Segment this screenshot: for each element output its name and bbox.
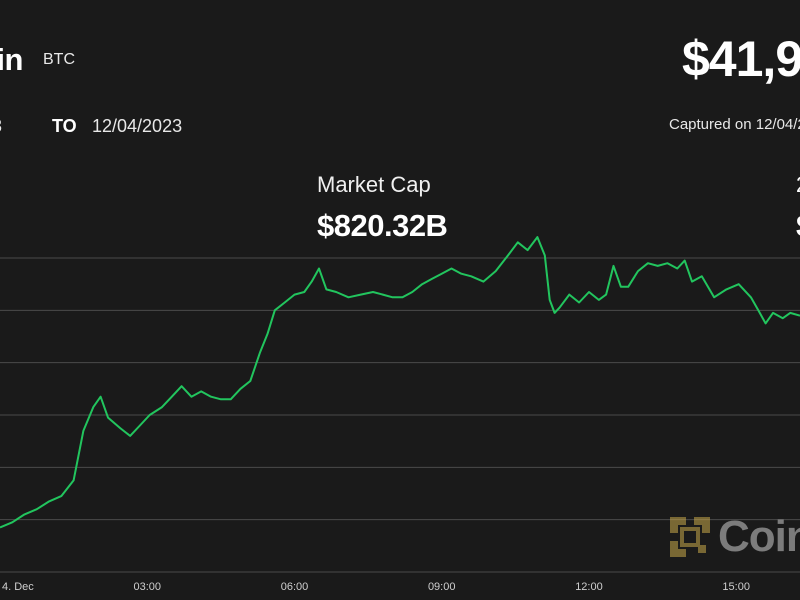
logo-segment [670,541,678,557]
x-tick-label: 12:00 [575,581,603,593]
x-tick-label: 15:00 [722,581,750,593]
watermark-text: Coin [718,512,800,561]
x-tick-label: 4. Dec [2,581,34,593]
coindesk-logo-icon [670,517,710,557]
date-range-end: 12/04/2023 [92,116,183,136]
market-cap-label: Market Cap [317,172,431,197]
x-tick-label: 09:00 [428,581,456,593]
watermark: Coin [668,512,800,561]
secondary-stat-label: 2 [796,172,800,198]
x-tick-label: 03:00 [133,581,161,593]
secondary-stat-value: $ [796,208,800,244]
market-cap-value: $820.32B [317,208,448,243]
coin-name: oin [0,42,24,77]
date-range-start: 2023 [0,116,2,137]
coin-ticker: BTC [43,51,75,68]
logo-segment [698,545,706,553]
current-price: $41,9 [682,31,800,87]
logo-segment [670,517,678,533]
price-series-line [0,236,800,529]
date-range-to-label: TO [52,116,77,136]
logo-segment [702,517,710,533]
captured-timestamp: Captured on 12/04/2 [669,116,800,133]
x-tick-label: 06:00 [281,581,309,593]
logo-segment [680,527,700,547]
